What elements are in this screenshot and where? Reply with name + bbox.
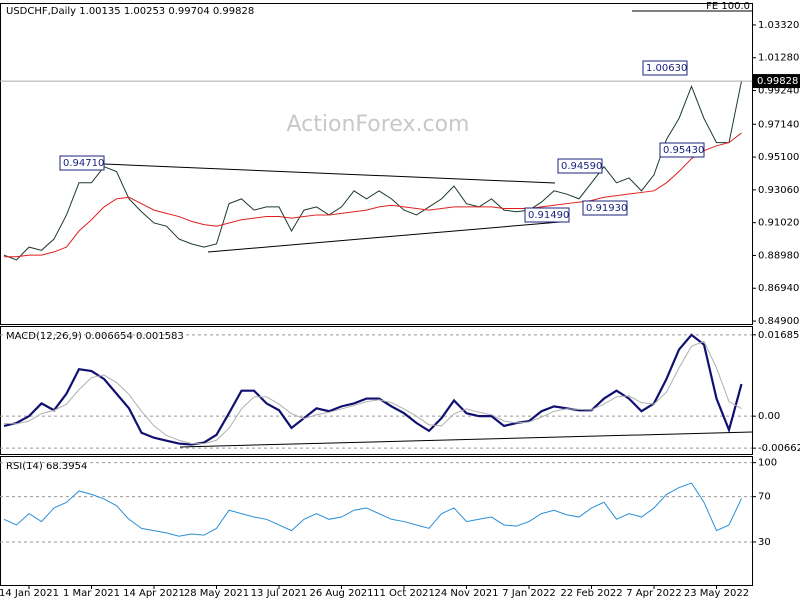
annotation-box (642, 60, 688, 76)
y-tick-label: 0.00 (758, 411, 780, 422)
annotation-box (524, 207, 570, 223)
annotation-label: 0.94710 (63, 158, 104, 169)
y-tick-label: 0.97140 (758, 119, 799, 130)
y-tick-label: 30 (758, 537, 771, 548)
annotation-box (59, 155, 105, 171)
y-tick-label: 0.88980 (758, 250, 799, 261)
last-price-box (753, 74, 800, 89)
x-tick-label: 7 Jan 2022 (502, 588, 556, 599)
line-series (4, 132, 742, 258)
y-tick-label: 0.86940 (758, 283, 799, 294)
annotation-label: 0.95430 (663, 145, 704, 156)
trendline (179, 431, 753, 448)
annotation-label: 0.91930 (586, 203, 627, 214)
rsi-title: RSI(14) 68.3954 (6, 461, 87, 472)
fe-label: FE 100.0 (706, 1, 750, 12)
y-tick-label: 0.95100 (758, 152, 799, 163)
x-tick-label: 22 Feb 2022 (560, 588, 622, 599)
annotation-box (659, 142, 705, 158)
rsi-panel (0, 456, 753, 586)
last-price-label: 0.99828 (757, 76, 798, 87)
macd-panel (0, 326, 753, 455)
x-tick-label: 23 May 2022 (684, 588, 749, 599)
annotation-label: 0.91490 (528, 210, 569, 221)
y-tick-label: 0.84900 (758, 316, 799, 327)
y-tick-label: 1.01280 (758, 53, 799, 64)
trendline (207, 221, 561, 253)
y-tick-label: -0.006629 (758, 443, 800, 454)
price-panel (0, 3, 753, 325)
x-tick-label: 26 Aug 2021 (309, 588, 373, 599)
trendline (79, 162, 556, 184)
x-tick-label: 1 Mar 2021 (63, 588, 120, 599)
y-tick-label: 70 (758, 492, 771, 503)
x-tick-label: 14 Jan 2021 (0, 588, 59, 599)
annotation-box (557, 158, 603, 174)
annotation-label: 0.94590 (561, 161, 602, 172)
x-tick-label: 24 Nov 2021 (434, 588, 498, 599)
x-tick-label: 28 May 2021 (184, 588, 249, 599)
line-series (3, 482, 742, 537)
x-tick-label: 13 Jul 2021 (251, 588, 308, 599)
y-tick-label: 100 (758, 458, 777, 469)
annotation-box (582, 200, 628, 216)
macd-title: MACD(12,26,9) 0.006654 0.001583 (6, 331, 184, 342)
annotation-label: 1.00630 (646, 63, 687, 74)
y-tick-label: 0.93060 (758, 185, 799, 196)
y-tick-label: 0.016856 (758, 330, 800, 341)
line-series (3, 340, 742, 445)
y-tick-label: 0.91020 (758, 218, 799, 229)
x-tick-label: 11 Oct 2021 (373, 588, 435, 599)
line-series (3, 80, 742, 261)
y-tick-label: 1.03320 (758, 20, 799, 31)
y-tick-label: 0.99240 (758, 86, 799, 97)
x-tick-label: 7 Apr 2022 (626, 588, 681, 599)
watermark: ActionForex.com (287, 112, 470, 137)
x-tick-label: 14 Apr 2021 (123, 588, 185, 599)
line-series (3, 333, 743, 446)
chart-title: USDCHF,Daily 1.00135 1.00253 0.99704 0.9… (6, 6, 254, 17)
